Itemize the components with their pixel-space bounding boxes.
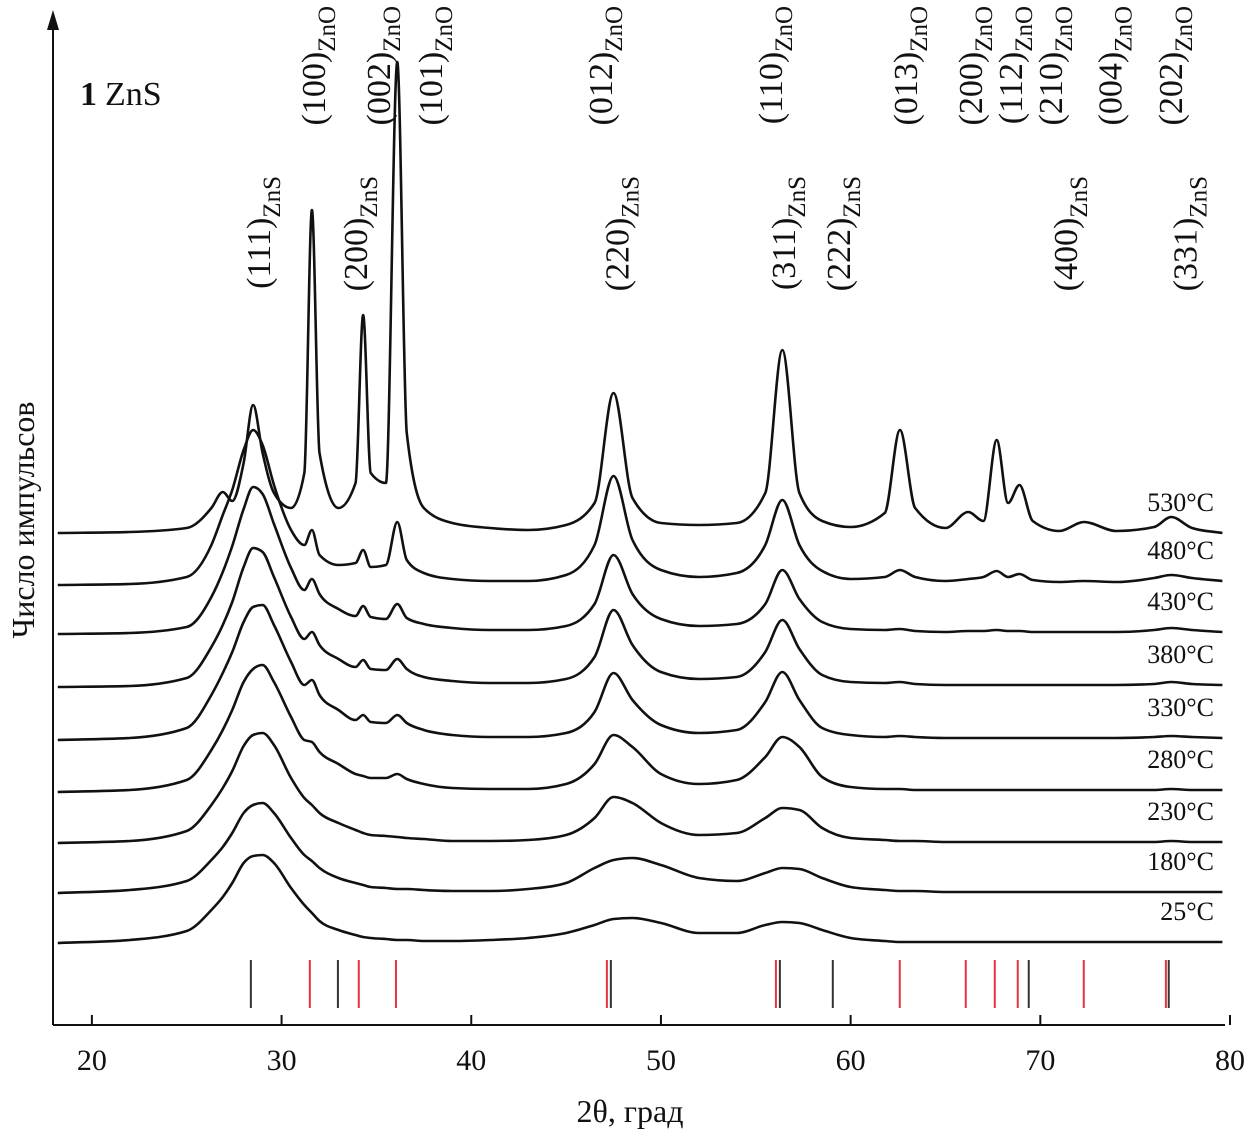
x-tick-label: 70 (1025, 1044, 1055, 1077)
xrd-curve (57, 546, 1223, 689)
curve-label: 330°C (1147, 693, 1214, 722)
peak-index: (111) (241, 218, 278, 289)
x-tick-label: 20 (77, 1044, 107, 1077)
peak-phase: ZnS (618, 176, 645, 218)
panel-number: 1 (80, 76, 97, 113)
peak-label: (111)ZnS (241, 176, 286, 289)
peak-label: (200)ZnO (953, 6, 998, 125)
peak-phase: ZnS (259, 176, 286, 218)
peak-phase: ZnO (1051, 6, 1078, 52)
peak-label: (222)ZnS (821, 176, 866, 291)
peak-index: (100) (296, 52, 333, 126)
x-tick-label: 40 (456, 1044, 486, 1077)
xrd-curve (57, 60, 1223, 535)
xrd-curve (57, 853, 1223, 945)
curve-label: 280°C (1147, 745, 1214, 774)
title: ZnS (105, 76, 162, 113)
peak-index: (004) (1093, 52, 1130, 126)
peak-phase: ZnO (431, 6, 458, 52)
peak-phase: ZnO (379, 6, 406, 52)
peak-phase: ZnS (784, 176, 811, 218)
peak-phase: ZnO (601, 6, 628, 52)
xrd-curve (57, 603, 1223, 742)
xrd-curve (57, 801, 1223, 895)
peak-label: (210)ZnO (1033, 6, 1078, 125)
peak-phase: ZnO (1111, 6, 1138, 52)
curve-label: 25°C (1160, 897, 1214, 926)
x-tick-label: 60 (836, 1044, 866, 1077)
peak-label: (002)ZnO (361, 6, 406, 125)
curve-label: 480°C (1147, 536, 1214, 565)
xrd-curve (57, 485, 1223, 636)
peak-phase: ZnS (1185, 176, 1212, 218)
peak-label: (400)ZnS (1048, 176, 1093, 291)
peak-index: (101) (413, 52, 450, 126)
peak-index: (200) (338, 218, 375, 292)
peak-phase: ZnO (314, 6, 341, 52)
peak-index: (200) (953, 52, 990, 126)
peak-phase: ZnO (1171, 6, 1198, 52)
peak-label: (200)ZnS (338, 176, 383, 291)
peak-label: (220)ZnS (600, 176, 645, 291)
peak-label: (311)ZnS (766, 176, 811, 290)
peak-index: (311) (766, 218, 803, 290)
peak-label: (112)ZnO (993, 6, 1038, 124)
xrd-curve (57, 731, 1223, 845)
curve-label: 380°C (1147, 640, 1214, 669)
peak-index: (110) (753, 52, 790, 124)
peak-label: (110)ZnO (753, 6, 798, 124)
xrd-curve (57, 428, 1223, 587)
x-tick-label: 80 (1215, 1044, 1245, 1077)
xrd-curve (57, 663, 1223, 794)
peak-label: (202)ZnO (1153, 6, 1198, 125)
curve-label: 230°C (1147, 797, 1214, 826)
peak-index: (202) (1153, 52, 1190, 126)
peak-phase: ZnO (971, 6, 998, 52)
panel-title: 1 ZnS (80, 76, 162, 113)
peak-index: (400) (1048, 218, 1085, 292)
peak-index: (012) (583, 52, 620, 126)
x-tick-label: 30 (267, 1044, 297, 1077)
peak-phase: ZnS (356, 176, 383, 218)
peak-phase: ZnS (839, 176, 866, 218)
peak-phase: ZnO (771, 6, 798, 52)
peak-label: (101)ZnO (413, 6, 458, 125)
peak-index: (220) (600, 218, 637, 292)
peak-phase: ZnO (1011, 6, 1038, 52)
peak-label: (013)ZnO (888, 6, 933, 125)
peak-index: (222) (821, 218, 858, 292)
curve-label: 430°C (1147, 587, 1214, 616)
peak-phase: ZnS (1066, 176, 1093, 218)
peak-label: (331)ZnS (1167, 176, 1212, 291)
peak-index: (002) (361, 52, 398, 126)
y-axis-arrow (47, 10, 59, 30)
peak-index: (331) (1167, 218, 1204, 292)
peak-index: (210) (1033, 52, 1070, 126)
y-axis-label: Число импульсов (5, 401, 41, 638)
peak-phase: ZnO (906, 6, 933, 52)
peak-label: (012)ZnO (583, 6, 628, 125)
peak-index: (013) (888, 52, 925, 126)
peak-label: (100)ZnO (296, 6, 341, 125)
curve-label: 530°C (1147, 488, 1214, 517)
peak-label: (004)ZnO (1093, 6, 1138, 125)
curve-label: 180°C (1147, 847, 1214, 876)
x-tick-label: 50 (646, 1044, 676, 1077)
x-axis-label: 2θ, град (577, 1093, 684, 1129)
peak-index: (112) (993, 52, 1030, 124)
